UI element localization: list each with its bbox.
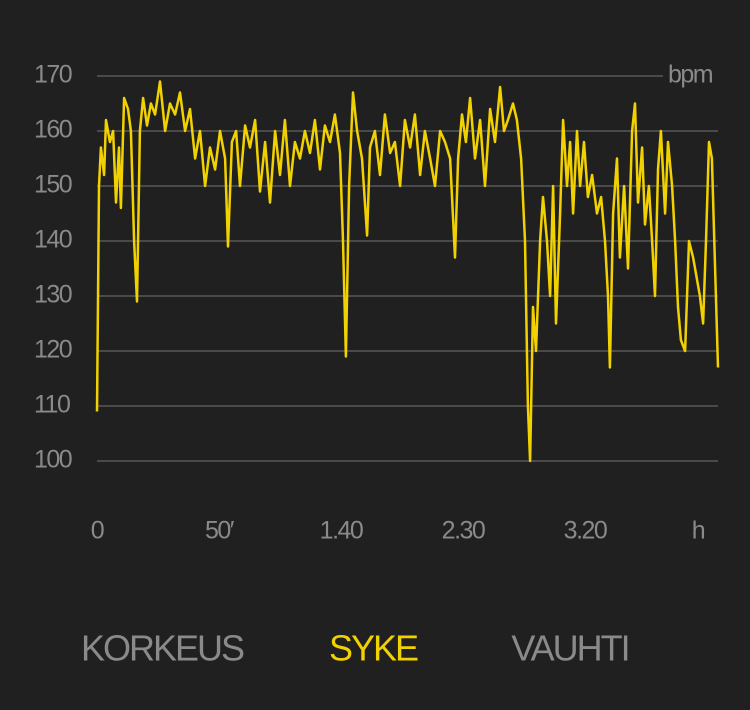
y-tick-label: 160 — [34, 116, 72, 144]
tab[interactable]: KORKEUS — [81, 628, 246, 669]
x-tick-label: 1.40 — [320, 517, 363, 545]
x-tick-label: 2.30 — [442, 517, 485, 545]
y-tick-label: 130 — [34, 281, 72, 309]
y-tick-label: 170 — [34, 61, 72, 89]
y-tick-label: 110 — [34, 391, 70, 419]
y-tick-label: 100 — [34, 446, 72, 474]
tab[interactable]: VAUHTI — [511, 628, 630, 669]
heart-rate-line — [95, 80, 720, 463]
x-tick-label: 0 — [91, 517, 104, 545]
tab[interactable]: SYKE — [329, 628, 420, 669]
y-tick-label: 120 — [34, 336, 72, 364]
x-tick-label: 50′ — [205, 517, 235, 545]
x-tick-label: 3.20 — [564, 517, 607, 545]
x-unit-label: h — [692, 517, 705, 545]
y-unit-label: bpm — [668, 61, 713, 89]
y-tick-label: 140 — [34, 226, 72, 254]
y-tick-label: 150 — [34, 171, 72, 199]
unit-bg — [663, 60, 723, 92]
